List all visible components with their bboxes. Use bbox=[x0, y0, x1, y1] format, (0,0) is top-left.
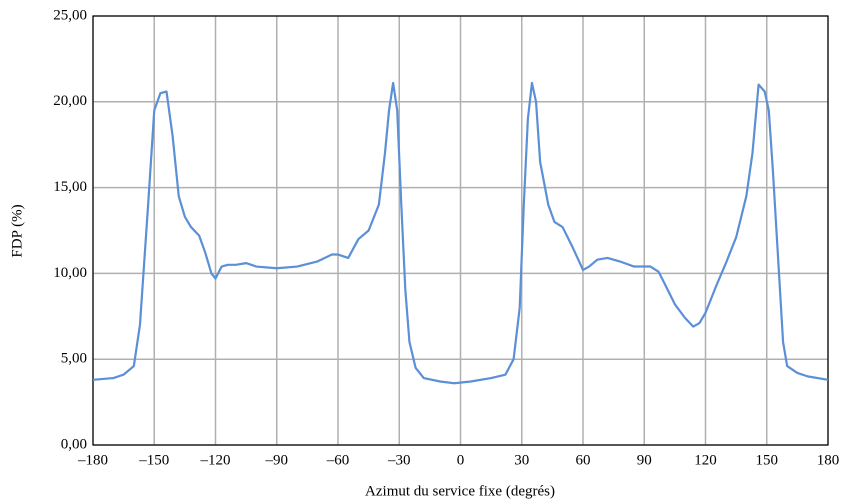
y-tick-label: 20,00 bbox=[53, 93, 87, 109]
y-tick-label: 10,00 bbox=[53, 265, 87, 281]
x-axis-label: Azimut du service fixe (degrés) bbox=[365, 483, 555, 499]
x-tick-label: –60 bbox=[326, 452, 350, 468]
x-tick-label: –30 bbox=[387, 452, 411, 468]
plot-frame bbox=[92, 15, 829, 446]
x-tick-label: 180 bbox=[817, 452, 840, 468]
x-tick-label: –120 bbox=[200, 452, 231, 468]
line bbox=[92, 81, 829, 385]
x-tick-label: 30 bbox=[514, 452, 529, 468]
x-tick-label: 60 bbox=[576, 452, 591, 468]
x-tick-label: –90 bbox=[265, 452, 289, 468]
y-axis-label: FDP (%) bbox=[9, 204, 25, 257]
x-tick-label: 120 bbox=[694, 452, 717, 468]
x-tick-label: –180 bbox=[77, 452, 108, 468]
y-tick-label: 15,00 bbox=[53, 179, 87, 195]
x-tick-label: –150 bbox=[138, 452, 169, 468]
y-tick-label: 0,00 bbox=[61, 436, 87, 452]
y-tick-label: 5,00 bbox=[61, 351, 87, 367]
y-tick-label: 25,00 bbox=[53, 7, 87, 23]
x-tick-label: 0 bbox=[457, 452, 465, 468]
x-tick-label: 150 bbox=[756, 452, 779, 468]
x-tick-label: 90 bbox=[637, 452, 652, 468]
